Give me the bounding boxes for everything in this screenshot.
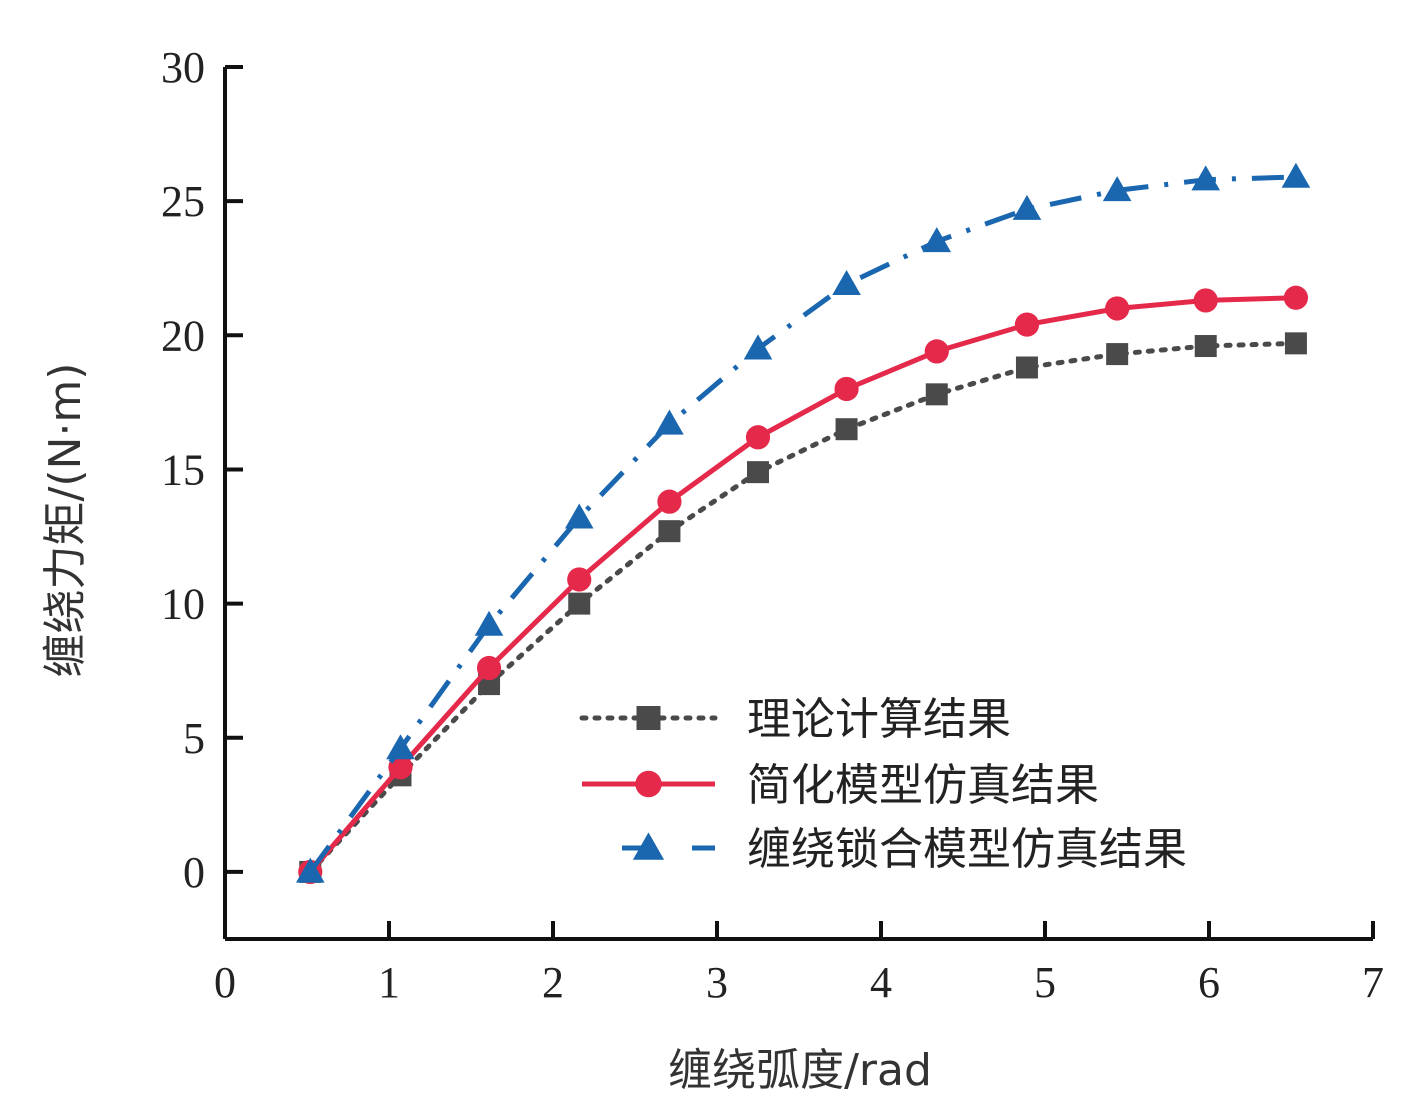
marker-triangle: [295, 857, 325, 883]
series-line: [307, 340, 1299, 875]
marker-triangle: [1191, 165, 1221, 191]
series-2: [298, 285, 1309, 885]
x-tick-label: 4: [870, 958, 892, 1007]
y-tick-label: 5: [183, 714, 205, 763]
x-tick-label: 0: [214, 958, 236, 1007]
marker-triangle: [1102, 176, 1132, 202]
marker-circle: [924, 339, 949, 364]
marker-circle: [1014, 312, 1040, 337]
marker-triangle: [1281, 162, 1311, 188]
marker-triangle: [1012, 194, 1042, 220]
marker-square: [658, 520, 681, 543]
marker-circle: [745, 425, 771, 450]
y-tick-label: 30: [161, 43, 205, 92]
legend-label-2: 简化模型仿真结果: [747, 760, 1099, 811]
marker-circle: [657, 489, 682, 514]
marker-circle: [834, 376, 859, 402]
x-tick-label: 3: [706, 958, 728, 1007]
x-tick-label: 5: [1034, 958, 1056, 1007]
x-tick-label: 6: [1198, 958, 1220, 1007]
marker-circle: [567, 567, 592, 592]
marker-square: [1015, 356, 1038, 379]
x-tick-label: 2: [542, 958, 564, 1007]
marker-triangle: [922, 227, 952, 253]
marker-square: [835, 418, 858, 441]
marker-triangle: [743, 334, 773, 360]
marker-square: [568, 592, 591, 615]
y-axis-title: 缠绕力矩/(N·m): [40, 363, 91, 678]
marker-square: [1194, 335, 1217, 358]
y-tick-label: 10: [161, 580, 205, 629]
series-line: [308, 174, 1296, 874]
x-tick-label: 1: [378, 958, 400, 1007]
marker-circle: [1283, 285, 1309, 310]
y-tick-label: 0: [183, 848, 205, 897]
marker-triangle: [655, 409, 684, 435]
axes: 0 1 2 3 4 5 6 7 0 5 10 15 20 25 30: [161, 43, 1384, 1007]
marker-triangle: [832, 270, 861, 296]
y-tick-label: 25: [161, 177, 205, 226]
marker-triangle: [386, 734, 415, 760]
marker-circle: [1105, 296, 1130, 321]
y-tick-label: 20: [161, 311, 205, 360]
marker-square: [1106, 343, 1129, 366]
legend-label-1: 理论计算结果: [747, 694, 1011, 745]
x-axis-title: 缠绕弧度/rad: [668, 1045, 932, 1096]
marker-square: [747, 461, 769, 484]
series-line: [308, 295, 1296, 874]
marker-square: [1284, 332, 1307, 355]
series-layer: [295, 162, 1311, 885]
marker-triangle: [474, 610, 504, 636]
y-tick-label: 15: [161, 445, 205, 494]
x-tick-label: 7: [1362, 958, 1384, 1007]
marker-triangle: [632, 832, 665, 860]
marker-circle: [1193, 288, 1218, 313]
series-3: [295, 162, 1311, 883]
marker-square: [925, 383, 948, 406]
marker-circle: [635, 770, 662, 798]
legend-label-3: 缠绕锁合模型仿真结果: [747, 824, 1187, 875]
marker-circle: [388, 755, 413, 780]
marker-circle: [476, 655, 502, 681]
marker-triangle: [564, 503, 594, 529]
marker-square: [636, 706, 661, 730]
